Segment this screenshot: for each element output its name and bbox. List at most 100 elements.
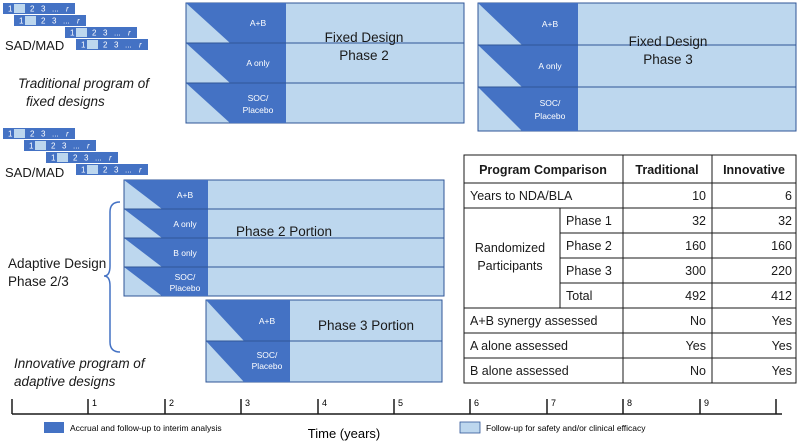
sad-mad-cell: 1 bbox=[70, 29, 75, 38]
table-row-label: Phase 1 bbox=[566, 214, 612, 228]
table-cell: Yes bbox=[772, 339, 792, 353]
sad-mad-bar-1: 1 2 3 ... r bbox=[3, 128, 75, 139]
sad-mad-cell: r bbox=[77, 17, 80, 26]
innovative-caption-line1: Innovative program of bbox=[14, 356, 146, 371]
table-cell: 160 bbox=[771, 239, 792, 253]
sad-mad-cell: ... bbox=[52, 5, 59, 14]
sad-mad-cell: 1 bbox=[29, 142, 34, 151]
phase-title: Phase 2 Portion bbox=[236, 224, 332, 239]
table-row-label: Phase 3 bbox=[566, 264, 612, 278]
phase3-portion-box: A+B SOC/ Placebo Phase 3 Portion bbox=[205, 299, 443, 383]
table-cell: Yes bbox=[772, 364, 792, 378]
sad-mad-bar-4: 1 2 3 ... r bbox=[76, 39, 148, 50]
arm-label: Placebo bbox=[170, 283, 201, 293]
innovative-sad-mad-staircase: 1 2 3 ... r 1 2 3 ... r 1 2 3 ... r 1 bbox=[3, 128, 148, 180]
table-row-label: Years to NDA/BLA bbox=[470, 189, 573, 203]
timeline-tick-label: 7 bbox=[551, 398, 556, 408]
arm-label: SOC/ bbox=[540, 98, 561, 108]
arm-label: A+B bbox=[250, 18, 267, 28]
sad-mad-cell: 1 bbox=[81, 41, 86, 50]
table-row-label: Phase 2 bbox=[566, 239, 612, 253]
arm-label: Placebo bbox=[252, 361, 283, 371]
timeline-tick-label: 5 bbox=[398, 398, 403, 408]
sad-mad-cell: 2 bbox=[92, 29, 97, 38]
sad-mad-cell: 3 bbox=[114, 41, 119, 50]
randomized-label: Randomized bbox=[475, 241, 545, 255]
table-cell: No bbox=[690, 314, 706, 328]
arm-label: A only bbox=[173, 219, 197, 229]
sad-mad-label: SAD/MAD bbox=[5, 38, 64, 53]
sad-mad-cell: ... bbox=[125, 41, 132, 50]
sad-mad-cell: 3 bbox=[114, 166, 119, 175]
sad-mad-cell: 2 bbox=[51, 142, 56, 151]
table-row-label: Total bbox=[566, 289, 592, 303]
sad-mad-cell: ... bbox=[73, 142, 80, 151]
table-row-label: B alone assessed bbox=[470, 364, 569, 378]
phase-title: Phase 3 Portion bbox=[318, 318, 414, 333]
timeline-tick-label: 4 bbox=[322, 398, 327, 408]
timeline-tick-label: 8 bbox=[627, 398, 632, 408]
sad-mad-bar-3: 1 2 3 ... r bbox=[65, 27, 137, 38]
phase-title: Fixed Design bbox=[629, 34, 708, 49]
table-cell: Yes bbox=[772, 314, 792, 328]
sad-mad-cell: r bbox=[66, 130, 69, 139]
program-comparison-table: Program Comparison Traditional Innovativ… bbox=[463, 154, 797, 384]
sad-mad-cell: ... bbox=[52, 130, 59, 139]
sad-mad-bar-1: 1 2 3 ... r bbox=[3, 3, 75, 14]
timeline-tick-label: 6 bbox=[474, 398, 479, 408]
sad-mad-bar-2: 1 2 3 ... r bbox=[14, 15, 86, 26]
table-cell: No bbox=[690, 364, 706, 378]
sad-mad-cell: 1 bbox=[19, 17, 24, 26]
sad-mad-bar-4: 1 2 3 ... r bbox=[76, 164, 148, 175]
arm-label: SOC/ bbox=[175, 272, 196, 282]
sad-mad-cell: 2 bbox=[41, 17, 46, 26]
innovative-caption-line2: adaptive designs bbox=[14, 374, 116, 389]
arm-label: B only bbox=[173, 248, 197, 258]
timeline-tick-label: 1 bbox=[92, 398, 97, 408]
arm-label: A+B bbox=[259, 316, 276, 326]
timeline-axis-label: Time (years) bbox=[308, 426, 380, 441]
sad-mad-cell: 2 bbox=[103, 41, 108, 50]
phase2-portion-box: A+B A only B only SOC/ Placebo Phase 2 P… bbox=[123, 179, 445, 297]
sad-mad-cell: 1 bbox=[81, 166, 86, 175]
sad-mad-cell: r bbox=[109, 154, 112, 163]
legend-light-swatch bbox=[459, 421, 481, 434]
sad-mad-cell: ... bbox=[114, 29, 121, 38]
legend: Accrual and follow-up to interim analysi… bbox=[44, 421, 646, 434]
table-header: Innovative bbox=[723, 163, 785, 177]
table-cell: 6 bbox=[785, 189, 792, 203]
fixed-design-phase2-box: A+B A only SOC/ Placebo Fixed Design Pha… bbox=[185, 2, 465, 124]
sad-mad-cell: r bbox=[139, 41, 142, 50]
sad-mad-cell: 2 bbox=[30, 5, 35, 14]
timeline-tick-label: 2 bbox=[169, 398, 174, 408]
sad-mad-cell: ... bbox=[63, 17, 70, 26]
randomized-label: Participants bbox=[477, 259, 542, 273]
timeline-tick-label: 3 bbox=[245, 398, 250, 408]
table-row-label: A+B synergy assessed bbox=[470, 314, 598, 328]
adaptive-design-label-line1: Adaptive Design bbox=[8, 256, 106, 271]
sad-mad-cell: r bbox=[87, 142, 90, 151]
legend-light-label: Follow-up for safety and/or clinical eff… bbox=[486, 423, 646, 433]
sad-mad-label: SAD/MAD bbox=[5, 165, 64, 180]
arm-label: Placebo bbox=[535, 111, 566, 121]
table-cell: 412 bbox=[771, 289, 792, 303]
sad-mad-cell: ... bbox=[125, 166, 132, 175]
adaptive-bracket bbox=[103, 201, 121, 353]
arm-label: A+B bbox=[542, 19, 559, 29]
table-header: Program Comparison bbox=[479, 163, 607, 177]
sad-mad-cell: 3 bbox=[62, 142, 67, 151]
sad-mad-cell: 3 bbox=[52, 17, 57, 26]
traditional-sad-mad-staircase: 1 2 3 ... r 1 2 3 ... r 1 2 3 ... r 1 bbox=[3, 3, 148, 53]
table-cell: 32 bbox=[778, 214, 792, 228]
table-cell: 32 bbox=[692, 214, 706, 228]
legend-dark-label: Accrual and follow-up to interim analysi… bbox=[70, 423, 222, 433]
sad-mad-bar-3: 1 2 3 ... r bbox=[46, 152, 118, 163]
sad-mad-cell: 2 bbox=[73, 154, 78, 163]
sad-mad-cell: r bbox=[139, 166, 142, 175]
sad-mad-cell: 2 bbox=[103, 166, 108, 175]
traditional-caption-line1: Traditional program of bbox=[18, 76, 150, 91]
arm-label: A only bbox=[538, 61, 562, 71]
arm-label: Placebo bbox=[243, 105, 274, 115]
table-cell: 300 bbox=[685, 264, 706, 278]
